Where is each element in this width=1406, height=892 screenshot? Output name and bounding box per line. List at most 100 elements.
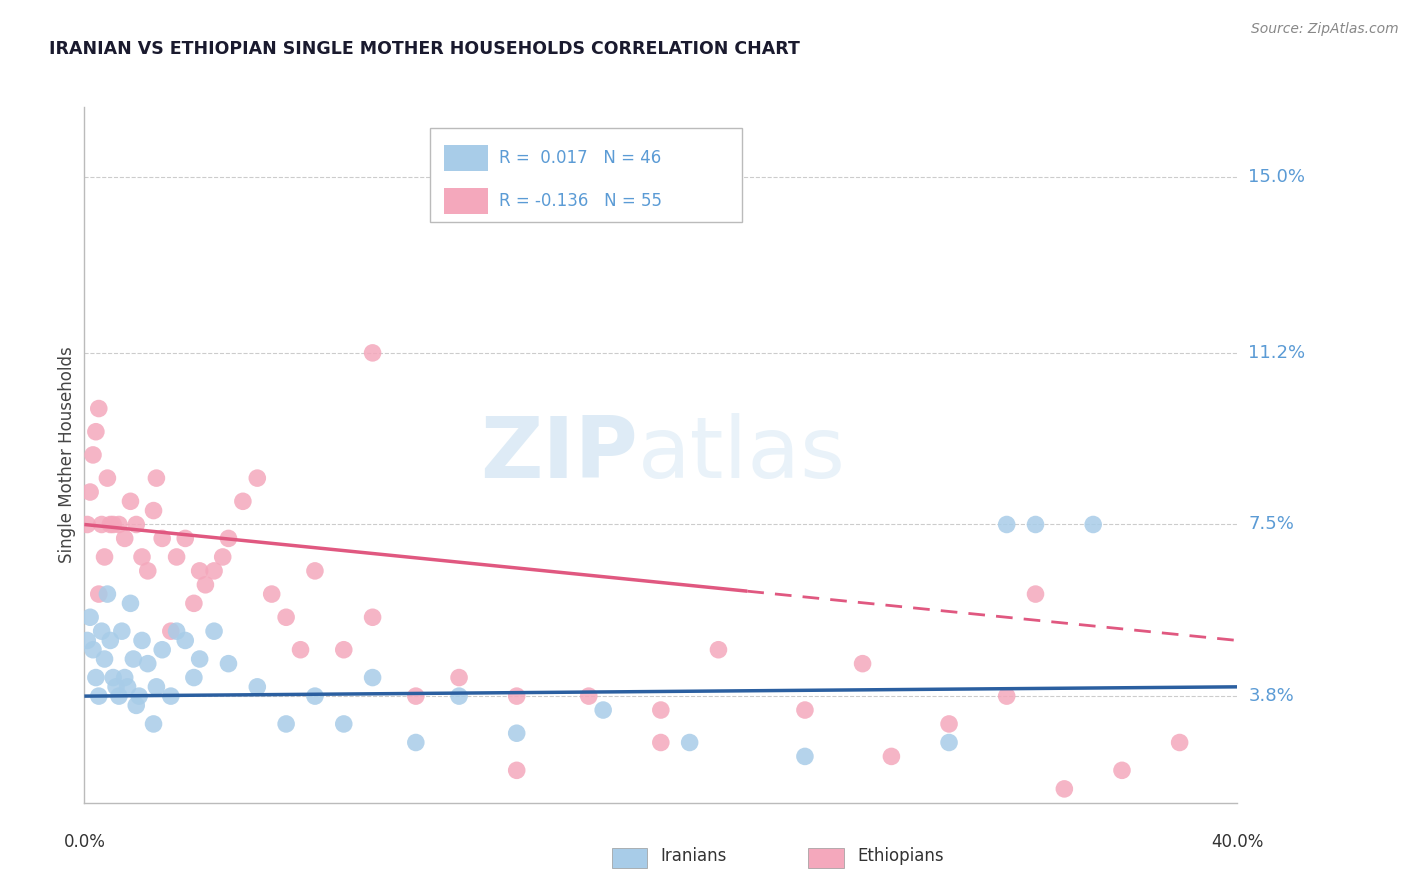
Point xyxy=(96,587,118,601)
Point xyxy=(304,689,326,703)
Point xyxy=(87,401,110,416)
Point xyxy=(232,494,254,508)
Point xyxy=(87,587,110,601)
Point xyxy=(1168,735,1191,749)
Point xyxy=(246,471,269,485)
Point xyxy=(578,689,600,703)
Point xyxy=(995,689,1018,703)
Point xyxy=(145,471,167,485)
Point xyxy=(1053,781,1076,796)
Point xyxy=(506,764,529,778)
Text: R =  0.017   N = 46: R = 0.017 N = 46 xyxy=(499,149,662,167)
Point xyxy=(108,517,131,532)
Point xyxy=(246,680,269,694)
Point xyxy=(1025,587,1047,601)
Point xyxy=(276,610,298,624)
Point xyxy=(938,717,960,731)
Point xyxy=(114,671,136,685)
Point xyxy=(679,735,702,749)
Point xyxy=(361,610,384,624)
Point xyxy=(506,726,529,740)
Point xyxy=(122,652,145,666)
Point xyxy=(276,717,298,731)
Text: Iranians: Iranians xyxy=(661,847,727,865)
Point xyxy=(93,549,115,564)
Point xyxy=(120,494,142,508)
Point xyxy=(98,517,121,532)
Text: IRANIAN VS ETHIOPIAN SINGLE MOTHER HOUSEHOLDS CORRELATION CHART: IRANIAN VS ETHIOPIAN SINGLE MOTHER HOUSE… xyxy=(49,40,800,58)
Text: 40.0%: 40.0% xyxy=(1211,833,1264,851)
Point xyxy=(128,689,150,703)
Point xyxy=(361,671,384,685)
Point xyxy=(125,698,148,713)
Point xyxy=(125,517,148,532)
Point xyxy=(76,633,98,648)
Point xyxy=(117,680,139,694)
Point xyxy=(650,735,672,749)
Point xyxy=(794,749,817,764)
Point xyxy=(290,642,312,657)
Point xyxy=(211,549,233,564)
Point xyxy=(202,624,225,639)
FancyBboxPatch shape xyxy=(444,145,488,171)
Text: 7.5%: 7.5% xyxy=(1249,516,1295,533)
Point xyxy=(96,471,118,485)
Point xyxy=(93,652,115,666)
Point xyxy=(218,657,240,671)
Point xyxy=(136,657,159,671)
Point xyxy=(87,689,110,703)
Point xyxy=(82,448,104,462)
Point xyxy=(880,749,903,764)
Text: Ethiopians: Ethiopians xyxy=(858,847,945,865)
Point xyxy=(166,624,188,639)
Point xyxy=(1111,764,1133,778)
Point xyxy=(160,689,183,703)
Point xyxy=(1083,517,1105,532)
Point xyxy=(84,425,107,439)
Point xyxy=(183,596,205,610)
Point xyxy=(142,503,165,517)
Point xyxy=(76,517,98,532)
Point xyxy=(174,633,197,648)
Point xyxy=(90,624,112,639)
Point xyxy=(506,689,529,703)
Point xyxy=(79,485,101,500)
Point xyxy=(361,346,384,360)
Point xyxy=(166,549,188,564)
Point xyxy=(938,735,960,749)
Point xyxy=(131,549,153,564)
Point xyxy=(183,671,205,685)
Point xyxy=(995,517,1018,532)
Point xyxy=(218,532,240,546)
Point xyxy=(150,532,173,546)
Point xyxy=(188,564,211,578)
Text: 15.0%: 15.0% xyxy=(1249,168,1305,186)
Text: 0.0%: 0.0% xyxy=(63,833,105,851)
Point xyxy=(304,564,326,578)
Point xyxy=(98,633,121,648)
Point xyxy=(449,689,471,703)
Y-axis label: Single Mother Households: Single Mother Households xyxy=(58,347,76,563)
Point xyxy=(90,517,112,532)
Text: Source: ZipAtlas.com: Source: ZipAtlas.com xyxy=(1251,22,1399,37)
Point xyxy=(145,680,167,694)
Point xyxy=(333,642,356,657)
Point xyxy=(142,717,165,731)
Point xyxy=(131,633,153,648)
Point xyxy=(111,624,134,639)
Point xyxy=(405,689,427,703)
Point xyxy=(174,532,197,546)
FancyBboxPatch shape xyxy=(430,128,741,222)
Text: 3.8%: 3.8% xyxy=(1249,687,1294,705)
Text: R = -0.136   N = 55: R = -0.136 N = 55 xyxy=(499,192,662,211)
Point xyxy=(79,610,101,624)
FancyBboxPatch shape xyxy=(444,188,488,214)
Point xyxy=(405,735,427,749)
Point xyxy=(188,652,211,666)
Point xyxy=(852,657,875,671)
Point xyxy=(150,642,173,657)
Text: atlas: atlas xyxy=(638,413,846,497)
Point xyxy=(650,703,672,717)
Point xyxy=(84,671,107,685)
Point xyxy=(105,680,128,694)
